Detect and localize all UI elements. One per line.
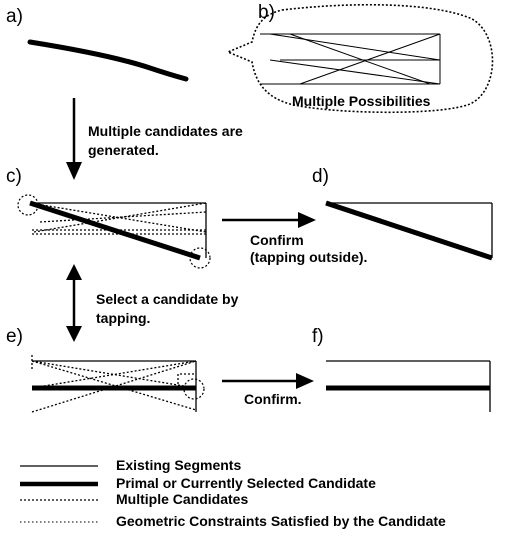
panel-label-c: c) — [6, 166, 22, 187]
double-arrow-icon — [66, 264, 82, 342]
panel-e-sketch — [31, 355, 205, 413]
panel-label-f: f) — [312, 326, 324, 347]
possibilities-sketch — [260, 33, 441, 85]
freehand-stroke — [27, 39, 189, 82]
panel-label-e: e) — [6, 326, 23, 347]
panel-label-b: b) — [258, 2, 275, 23]
legend: Existing Segments Primal or Currently Se… — [20, 457, 446, 529]
legend-label-constraints: Geometric Constraints Satisfied by the C… — [116, 513, 446, 529]
generated-caption-line2: generated. — [88, 142, 159, 158]
legend-label-existing: Existing Segments — [116, 457, 241, 473]
right-arrow-icon — [222, 212, 316, 228]
select-caption-line1: Select a candidate by — [96, 291, 239, 307]
multiple-possibilities-label: Multiple Possibilities — [292, 93, 431, 109]
confirm-outside-caption-line2: (tapping outside). — [250, 249, 367, 265]
panel-d-sketch — [325, 200, 493, 261]
confirm-caption: Confirm. — [244, 391, 302, 407]
legend-label-primal: Primal or Currently Selected Candidate — [116, 475, 376, 491]
select-caption-line2: tapping. — [96, 310, 150, 326]
panel-label-a: a) — [6, 6, 23, 27]
panel-label-d: d) — [312, 166, 329, 187]
panel-f-sketch — [326, 360, 491, 412]
down-arrow-icon — [66, 98, 82, 180]
confirm-outside-caption-line1: Confirm — [250, 232, 304, 248]
generated-caption-line1: Multiple candidates are — [88, 123, 243, 139]
legend-label-multiple: Multiple Candidates — [116, 491, 248, 507]
panel-c-sketch — [17, 194, 211, 269]
right-arrow-icon — [222, 373, 314, 389]
